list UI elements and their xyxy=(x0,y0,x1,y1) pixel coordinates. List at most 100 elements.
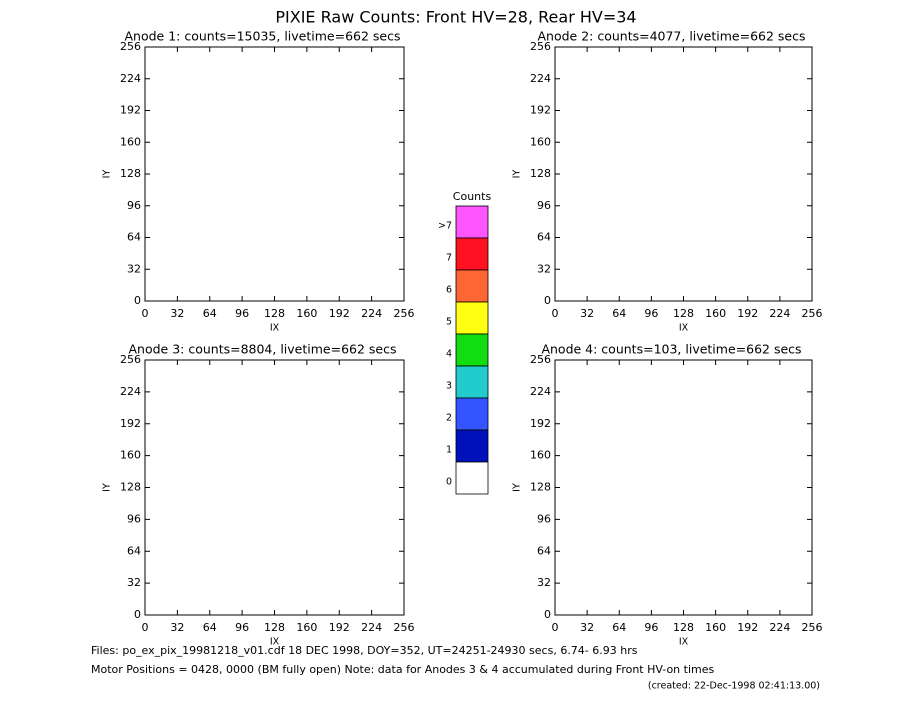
x-tick-label: 224 xyxy=(361,307,382,320)
y-tick-label: 96 xyxy=(127,199,141,212)
x-tick-label: 128 xyxy=(264,621,285,634)
x-tick-label: 64 xyxy=(203,621,217,634)
x-tick-label: 32 xyxy=(580,307,594,320)
x-tick-label: 224 xyxy=(769,621,790,634)
x-tick-label: 160 xyxy=(296,307,317,320)
x-tick-label: 128 xyxy=(673,307,694,320)
y-tick-label: 32 xyxy=(537,262,551,275)
x-axis-label: IX xyxy=(270,637,280,648)
x-tick-label: 32 xyxy=(170,307,184,320)
colorbar-label: 2 xyxy=(446,413,452,424)
x-tick-label: 0 xyxy=(552,307,559,320)
y-tick-label: 64 xyxy=(127,544,141,557)
x-tick-label: 192 xyxy=(737,621,758,634)
x-tick-label: 224 xyxy=(769,307,790,320)
y-tick-label: 64 xyxy=(537,231,551,244)
x-tick-label: 192 xyxy=(329,621,350,634)
y-tick-label: 192 xyxy=(120,104,141,117)
y-tick-label: 128 xyxy=(530,167,551,180)
colorbar-swatch xyxy=(455,365,489,399)
colorbar-label: 6 xyxy=(446,285,452,296)
plot-frame xyxy=(144,46,405,302)
colorbar-swatch xyxy=(455,429,489,463)
x-tick-label: 128 xyxy=(264,307,285,320)
x-tick-label: 32 xyxy=(580,621,594,634)
plot-frame xyxy=(554,359,813,616)
colorbar-label: 3 xyxy=(446,381,452,392)
x-tick-label: 96 xyxy=(644,307,658,320)
footer-created: (created: 22-Dec-1998 02:41:13.00) xyxy=(648,681,820,692)
x-axis-label: IX xyxy=(679,637,689,648)
colorbar-swatch xyxy=(455,237,489,271)
colorbar-label: 4 xyxy=(446,349,452,360)
x-tick-label: 256 xyxy=(394,307,415,320)
y-tick-label: 128 xyxy=(120,481,141,494)
panel-title: Anode 4: counts=103, livetime=662 secs xyxy=(541,342,801,357)
y-tick-label: 32 xyxy=(127,262,141,275)
x-tick-label: 0 xyxy=(142,621,149,634)
x-tick-label: 96 xyxy=(644,621,658,634)
y-tick-label: 0 xyxy=(134,294,141,307)
colorbar-swatch xyxy=(455,461,489,495)
x-tick-label: 256 xyxy=(394,621,415,634)
y-axis-label: IY xyxy=(512,170,523,179)
footer-motor: Motor Positions = 0428, 0000 (BM fully o… xyxy=(91,663,714,676)
x-tick-label: 160 xyxy=(705,307,726,320)
y-tick-label: 128 xyxy=(120,167,141,180)
x-tick-label: 224 xyxy=(361,621,382,634)
y-tick-label: 256 xyxy=(120,353,141,366)
y-axis-label: IY xyxy=(102,170,113,179)
y-tick-label: 96 xyxy=(127,512,141,525)
y-axis-label: IY xyxy=(512,483,523,492)
colorbar-swatch xyxy=(455,205,489,239)
x-tick-label: 64 xyxy=(203,307,217,320)
colorbar-swatch xyxy=(455,333,489,367)
x-tick-label: 96 xyxy=(235,307,249,320)
colorbar-label: 1 xyxy=(446,445,452,456)
y-tick-label: 256 xyxy=(120,40,141,53)
x-tick-label: 0 xyxy=(142,307,149,320)
x-tick-label: 32 xyxy=(170,621,184,634)
y-tick-label: 64 xyxy=(127,231,141,244)
plot-frame xyxy=(554,46,813,302)
y-tick-label: 224 xyxy=(530,72,551,85)
x-tick-label: 64 xyxy=(612,307,626,320)
y-tick-label: 64 xyxy=(537,544,551,557)
y-tick-label: 0 xyxy=(544,294,551,307)
x-tick-label: 192 xyxy=(329,307,350,320)
y-tick-label: 192 xyxy=(530,104,551,117)
footer-files: Files: po_ex_pix_19981218_v01.cdf 18 DEC… xyxy=(91,644,638,657)
panel-title: Anode 3: counts=8804, livetime=662 secs xyxy=(128,342,396,357)
y-tick-label: 32 xyxy=(537,576,551,589)
colorbar-label: 7 xyxy=(446,253,452,264)
colorbar-title: Counts xyxy=(453,190,492,203)
x-tick-label: 64 xyxy=(612,621,626,634)
panel-title: Anode 2: counts=4077, livetime=662 secs xyxy=(537,29,805,44)
x-tick-label: 256 xyxy=(802,621,823,634)
y-tick-label: 224 xyxy=(120,72,141,85)
y-tick-label: 160 xyxy=(530,449,551,462)
colorbar-swatch xyxy=(455,397,489,431)
x-tick-label: 256 xyxy=(802,307,823,320)
colorbar-swatch xyxy=(455,301,489,335)
y-tick-label: 224 xyxy=(120,385,141,398)
y-tick-label: 32 xyxy=(127,576,141,589)
panel-title: Anode 1: counts=15035, livetime=662 secs xyxy=(125,29,401,44)
y-tick-label: 256 xyxy=(530,353,551,366)
y-tick-label: 128 xyxy=(530,481,551,494)
colorbar-label: 0 xyxy=(446,477,452,488)
y-tick-label: 256 xyxy=(530,40,551,53)
y-tick-label: 192 xyxy=(120,417,141,430)
x-tick-label: 128 xyxy=(673,621,694,634)
x-tick-label: 0 xyxy=(552,621,559,634)
y-tick-label: 192 xyxy=(530,417,551,430)
y-tick-label: 0 xyxy=(134,608,141,621)
page-title: PIXIE Raw Counts: Front HV=28, Rear HV=3… xyxy=(275,8,636,27)
plot-frame xyxy=(144,359,405,616)
x-axis-label: IX xyxy=(679,323,689,334)
y-tick-label: 96 xyxy=(537,199,551,212)
y-axis-label: IY xyxy=(102,483,113,492)
x-tick-label: 160 xyxy=(705,621,726,634)
colorbar-swatch xyxy=(455,269,489,303)
